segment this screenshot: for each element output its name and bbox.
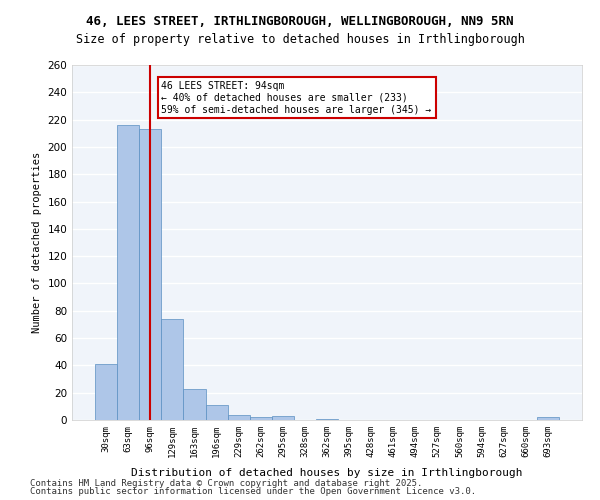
Text: 46 LEES STREET: 94sqm
← 40% of detached houses are smaller (233)
59% of semi-det: 46 LEES STREET: 94sqm ← 40% of detached …	[161, 82, 431, 114]
Bar	[206, 405, 227, 420]
Text: 46, LEES STREET, IRTHLINGBOROUGH, WELLINGBOROUGH, NN9 5RN: 46, LEES STREET, IRTHLINGBOROUGH, WELLIN…	[86, 15, 514, 28]
Bar	[117, 125, 139, 420]
Bar	[161, 319, 184, 420]
Bar	[184, 388, 206, 420]
Bar	[95, 364, 117, 420]
Text: Contains HM Land Registry data © Crown copyright and database right 2025.: Contains HM Land Registry data © Crown c…	[30, 478, 422, 488]
Y-axis label: Number of detached properties: Number of detached properties	[32, 152, 42, 333]
Bar	[272, 416, 294, 420]
Bar	[227, 414, 250, 420]
Text: Size of property relative to detached houses in Irthlingborough: Size of property relative to detached ho…	[76, 32, 524, 46]
X-axis label: Distribution of detached houses by size in Irthlingborough: Distribution of detached houses by size …	[131, 468, 523, 478]
Bar	[537, 418, 559, 420]
Bar	[139, 129, 161, 420]
Text: Contains public sector information licensed under the Open Government Licence v3: Contains public sector information licen…	[30, 487, 476, 496]
Bar	[250, 418, 272, 420]
Bar	[316, 418, 338, 420]
